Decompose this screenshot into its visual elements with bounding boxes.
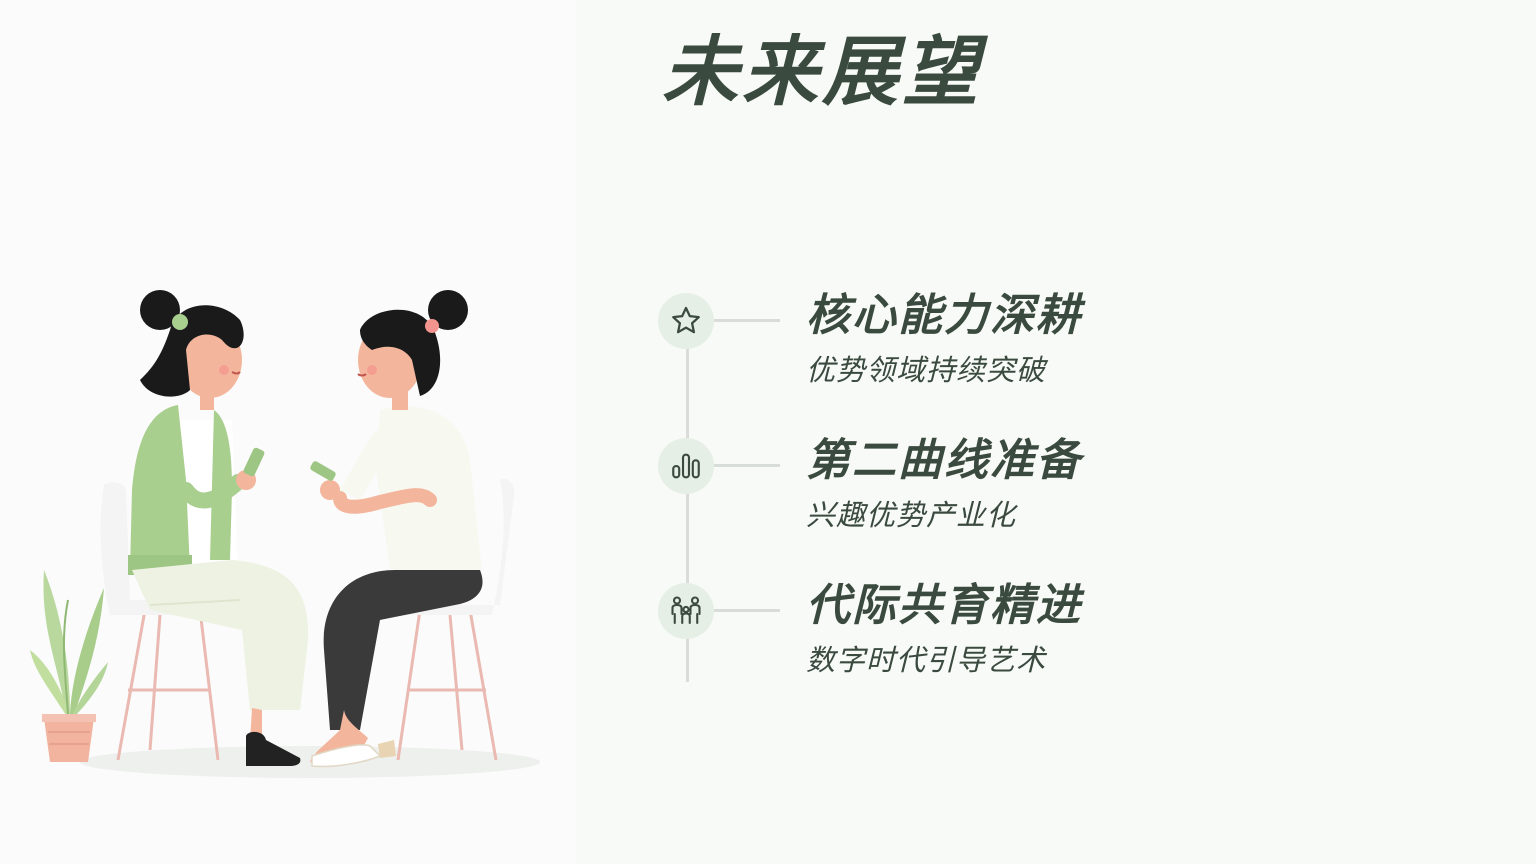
item-subtitle: 数字时代引导艺术 xyxy=(806,643,1047,677)
connector-line xyxy=(714,464,780,467)
family-icon xyxy=(671,596,701,625)
right-woman xyxy=(310,290,483,768)
potted-plant xyxy=(30,570,108,762)
right-chair xyxy=(396,609,498,761)
star-icon-badge xyxy=(658,293,714,349)
connector-line xyxy=(714,319,780,322)
item-title: 核心能力深耕 xyxy=(806,290,1082,341)
timeline-item-core-ability: 核心能力深耕 优势领域持续突破 xyxy=(658,290,1378,413)
timeline-item-second-curve: 第二曲线准备 兴趣优势产业化 xyxy=(658,435,1378,558)
two-women-talking-illustration xyxy=(30,290,540,778)
right-chair-back xyxy=(400,478,515,615)
page-title: 未来展望 xyxy=(662,27,982,116)
star-icon xyxy=(672,306,700,334)
family-icon-badge xyxy=(658,583,714,639)
item-title: 代际共育精进 xyxy=(806,580,1082,631)
item-title: 第二曲线准备 xyxy=(806,435,1082,486)
left-chair xyxy=(116,609,220,761)
timeline-line xyxy=(686,320,689,682)
connector-line xyxy=(714,609,780,612)
timeline-item-co-parenting: 代际共育精进 数字时代引导艺术 xyxy=(658,580,1378,703)
illustration-panel xyxy=(0,0,576,864)
item-subtitle: 兴趣优势产业化 xyxy=(806,498,1017,532)
left-woman xyxy=(128,290,309,766)
bar-chart-icon xyxy=(672,453,700,479)
item-subtitle: 优势领域持续突破 xyxy=(806,353,1047,387)
bar-chart-icon-badge xyxy=(658,438,714,494)
